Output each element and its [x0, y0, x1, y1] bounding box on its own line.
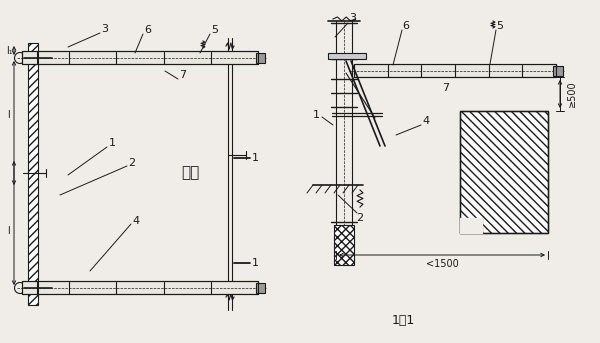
- Text: 3: 3: [101, 24, 109, 34]
- Text: 1: 1: [251, 258, 259, 268]
- Text: 2: 2: [356, 213, 364, 223]
- Text: 1: 1: [313, 110, 320, 120]
- Text: 4: 4: [133, 216, 140, 226]
- Text: 5: 5: [212, 25, 218, 35]
- Text: 结构: 结构: [181, 166, 199, 180]
- Text: 2: 2: [128, 158, 136, 168]
- Text: 7: 7: [179, 70, 187, 80]
- Text: 1: 1: [109, 138, 115, 148]
- Bar: [460, 218, 482, 233]
- Bar: [22, 281, 258, 294]
- Text: 3: 3: [349, 13, 356, 23]
- Bar: [256, 53, 265, 63]
- Text: 1: 1: [251, 153, 259, 163]
- Bar: [460, 111, 548, 233]
- Text: 6: 6: [403, 21, 409, 31]
- Text: 4: 4: [422, 116, 430, 126]
- Bar: [22, 51, 258, 64]
- Text: 5: 5: [497, 21, 503, 31]
- Text: 1－1: 1－1: [391, 315, 415, 328]
- Text: l: l: [8, 225, 10, 236]
- Text: 7: 7: [442, 83, 449, 93]
- Bar: [22, 281, 258, 294]
- Text: l₁: l₁: [5, 46, 13, 56]
- Bar: [256, 283, 265, 293]
- Bar: [28, 43, 38, 305]
- Bar: [553, 66, 563, 76]
- Text: ≥500: ≥500: [567, 81, 577, 107]
- Bar: [22, 51, 258, 64]
- Text: l: l: [8, 110, 10, 120]
- Text: <1500: <1500: [425, 259, 458, 269]
- Text: 6: 6: [145, 25, 151, 35]
- Bar: [334, 225, 354, 265]
- Bar: [460, 111, 548, 233]
- Bar: [328, 53, 366, 59]
- Bar: [354, 64, 556, 77]
- Bar: [354, 64, 556, 77]
